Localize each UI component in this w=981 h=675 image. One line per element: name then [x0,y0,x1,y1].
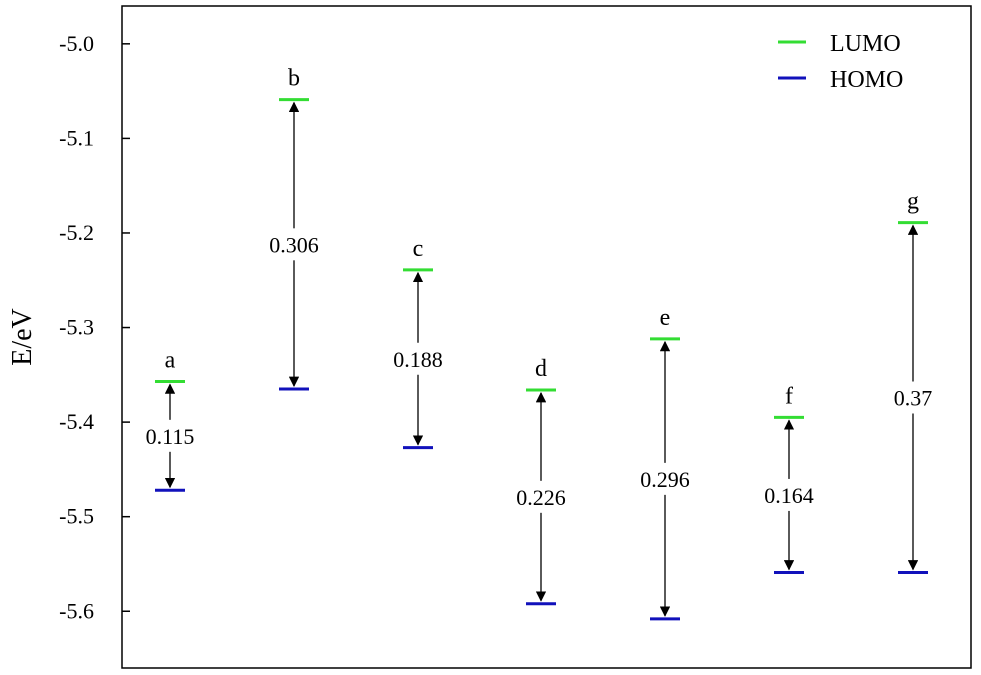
legend-label-lumo: LUMO [830,31,901,57]
gap-label-d: 0.226 [516,485,566,510]
y-tick-label: -5.1 [59,125,94,150]
gap-label-g: 0.37 [894,386,933,411]
gap-label-e: 0.296 [640,467,690,492]
gap-label-b: 0.306 [269,232,319,257]
y-tick-label: -5.3 [59,315,94,340]
legend-label-homo: HOMO [830,67,903,93]
y-tick-label: -5.4 [59,409,94,434]
gap-label-f: 0.164 [764,483,814,508]
compound-label-f: f [785,383,793,409]
legend: LUMO HOMO [778,31,903,93]
gap-label-c: 0.188 [393,347,443,372]
compound-label-c: c [413,236,424,262]
y-tick-label: -5.5 [59,504,94,529]
gap-label-a: 0.115 [146,424,195,449]
y-tick-label: -5.2 [59,220,94,245]
energy-levels: a 0.115 b 0.306 c 0.188 d 0.226 e 0.296 f 0.164 g 0.3… [146,66,933,621]
compound-label-b: b [288,66,300,92]
compound-label-d: d [535,356,547,382]
plot-frame [121,5,972,669]
y-tick-label: -5.0 [59,31,94,56]
compound-label-e: e [660,305,671,331]
y-tick-label: -5.6 [59,598,94,623]
y-axis-label: E/eV [7,308,38,366]
y-axis: -5.0 -5.1 -5.2 -5.3 -5.4 -5.5 -5.6 [59,31,130,623]
compound-label-a: a [165,347,176,373]
compound-label-g: g [907,189,919,215]
